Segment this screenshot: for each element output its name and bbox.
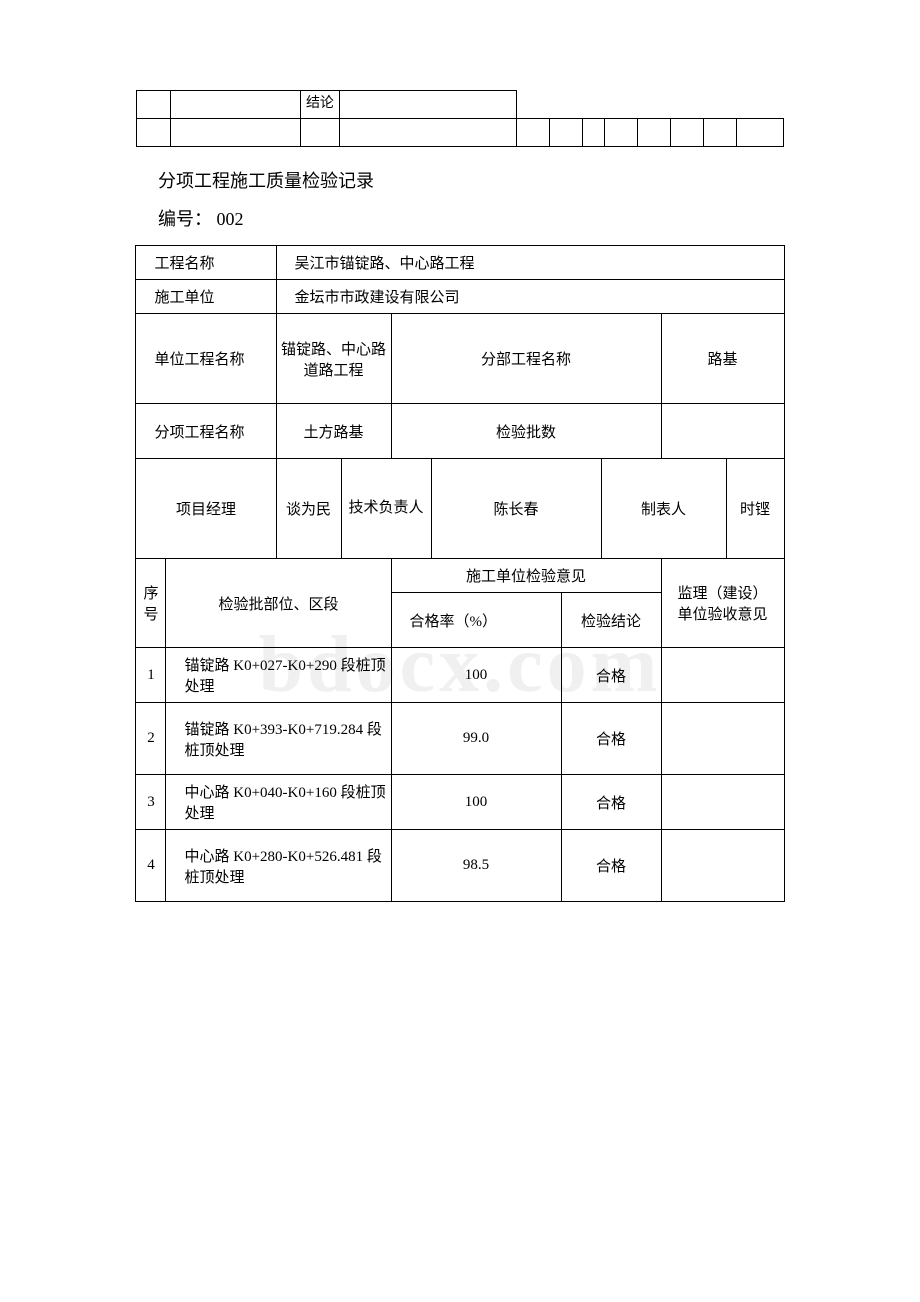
supervision-cell — [661, 830, 784, 902]
serial-cell: 1 — [136, 648, 166, 703]
inspection-batch-value-cell — [661, 404, 784, 459]
project-name-value-cell: 吴江市锚锭路、中心路工程 — [276, 246, 784, 280]
project-name-label-cell: 工程名称 — [136, 246, 276, 280]
section-header-cell: 检验批部位、区段 — [166, 559, 391, 648]
serial-cell: 3 — [136, 775, 166, 830]
pass-rate-header-cell: 合格率（%） — [391, 593, 561, 648]
unit-project-label-cell: 单位工程名称 — [136, 314, 276, 404]
tabulator-value-cell: 时铿 — [726, 459, 784, 559]
table-row: 3 中心路 K0+040-K0+160 段桩顶处理 100 合格 — [136, 775, 784, 830]
unit-project-value-cell: 锚锭路、中心路道路工程 — [276, 314, 391, 404]
section-cell: 锚锭路 K0+393-K0+719.284 段桩顶处理 — [166, 703, 391, 775]
pass-rate-cell: 98.5 — [391, 830, 561, 902]
supervision-opinion-header-cell: 监理（建设） 单位验收意见 — [661, 559, 784, 648]
pass-rate-cell: 99.0 — [391, 703, 561, 775]
section-cell: 中心路 K0+280-K0+526.481 段桩顶处理 — [166, 830, 391, 902]
project-manager-label-cell: 项目经理 — [136, 459, 276, 559]
section-cell: 中心路 K0+040-K0+160 段桩顶处理 — [166, 775, 391, 830]
document-number: 编号： 002 — [158, 205, 920, 231]
main-inspection-table: 工程名称 吴江市锚锭路、中心路工程 施工单位 金坛市市政建设有限公司 单位工程名… — [135, 245, 784, 902]
top-summary-table: 结论 — [136, 90, 784, 147]
section-project-value-cell: 路基 — [661, 314, 784, 404]
column-header-row-1: 序号 检验批部位、区段 施工单位检验意见 监理（建设） 单位验收意见 — [136, 559, 784, 593]
document-title: 分项工程施工质量检验记录 — [158, 167, 920, 193]
unit-project-row: 单位工程名称 锚锭路、中心路道路工程 分部工程名称 路基 — [136, 314, 784, 404]
conclusion-result-cell: 合格 — [561, 648, 661, 703]
serial-header-cell: 序号 — [136, 559, 166, 648]
conclusion-cell: 结论 — [300, 91, 339, 119]
supervision-cell — [661, 775, 784, 830]
pass-rate-cell: 100 — [391, 648, 561, 703]
item-project-value-cell: 土方路基 — [276, 404, 391, 459]
table-row: 2 锚锭路 K0+393-K0+719.284 段桩顶处理 99.0 合格 — [136, 703, 784, 775]
construction-unit-row: 施工单位 金坛市市政建设有限公司 — [136, 280, 784, 314]
inspection-batch-label-cell: 检验批数 — [391, 404, 661, 459]
construction-unit-label-cell: 施工单位 — [136, 280, 276, 314]
tech-lead-value-cell: 陈长春 — [431, 459, 601, 559]
section-cell: 锚锭路 K0+027-K0+290 段桩顶处理 — [166, 648, 391, 703]
serial-cell: 2 — [136, 703, 166, 775]
table-row: 1 锚锭路 K0+027-K0+290 段桩顶处理 100 合格 — [136, 648, 784, 703]
construction-opinion-header-cell: 施工单位检验意见 — [391, 559, 661, 593]
conclusion-result-cell: 合格 — [561, 703, 661, 775]
project-name-row: 工程名称 吴江市锚锭路、中心路工程 — [136, 246, 784, 280]
conclusion-result-cell: 合格 — [561, 775, 661, 830]
construction-unit-value-cell: 金坛市市政建设有限公司 — [276, 280, 784, 314]
tech-lead-label-cell: 技术负责人 — [341, 459, 431, 559]
conclusion-result-cell: 合格 — [561, 830, 661, 902]
item-project-label-cell: 分项工程名称 — [136, 404, 276, 459]
supervision-cell — [661, 648, 784, 703]
project-manager-value-cell: 谈为民 — [276, 459, 341, 559]
section-project-label-cell: 分部工程名称 — [391, 314, 661, 404]
conclusion-header-cell: 检验结论 — [561, 593, 661, 648]
serial-cell: 4 — [136, 830, 166, 902]
supervision-cell — [661, 703, 784, 775]
personnel-row: 项目经理 谈为民 技术负责人 陈长春 制表人 时铿 — [136, 459, 784, 559]
item-project-row: 分项工程名称 土方路基 检验批数 — [136, 404, 784, 459]
tabulator-label-cell: 制表人 — [601, 459, 726, 559]
page-content: 结论 分项工程施工质量检验记录 编号： 002 — [0, 90, 920, 902]
table-row: 4 中心路 K0+280-K0+526.481 段桩顶处理 98.5 合格 — [136, 830, 784, 902]
pass-rate-cell: 100 — [391, 775, 561, 830]
